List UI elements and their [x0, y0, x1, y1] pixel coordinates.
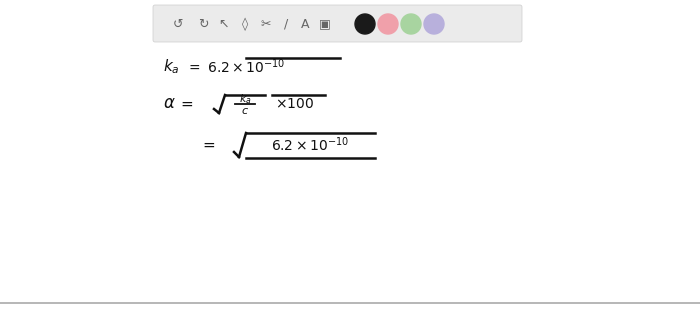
- Text: ▣: ▣: [319, 17, 331, 30]
- Text: A: A: [301, 17, 309, 30]
- Text: $\times 100$: $\times 100$: [275, 97, 314, 111]
- Text: $\alpha$: $\alpha$: [163, 95, 176, 113]
- Text: $k_a$: $k_a$: [163, 58, 180, 76]
- Text: ◊: ◊: [242, 17, 248, 31]
- Text: ✂: ✂: [260, 17, 272, 30]
- Text: ↖: ↖: [218, 17, 230, 30]
- Text: $=$: $=$: [178, 97, 194, 111]
- Circle shape: [424, 14, 444, 34]
- Text: ↺: ↺: [173, 17, 183, 30]
- Text: $=$: $=$: [200, 138, 216, 152]
- Circle shape: [355, 14, 375, 34]
- Text: $6.2 \times 10^{-10}$: $6.2 \times 10^{-10}$: [271, 136, 349, 154]
- Circle shape: [378, 14, 398, 34]
- Text: ↻: ↻: [197, 17, 209, 30]
- Text: /: /: [284, 17, 288, 30]
- Text: $k_a$: $k_a$: [239, 92, 251, 106]
- Text: $c$: $c$: [241, 106, 249, 116]
- FancyBboxPatch shape: [153, 5, 522, 42]
- Text: $= \ 6.2 \times 10^{-10}$: $= \ 6.2 \times 10^{-10}$: [186, 58, 286, 76]
- Circle shape: [401, 14, 421, 34]
